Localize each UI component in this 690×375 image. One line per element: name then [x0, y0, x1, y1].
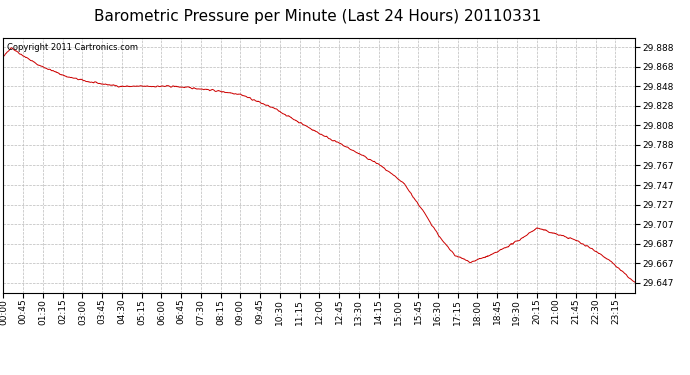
Text: Barometric Pressure per Minute (Last 24 Hours) 20110331: Barometric Pressure per Minute (Last 24 … — [94, 9, 541, 24]
Text: Copyright 2011 Cartronics.com: Copyright 2011 Cartronics.com — [7, 43, 137, 52]
